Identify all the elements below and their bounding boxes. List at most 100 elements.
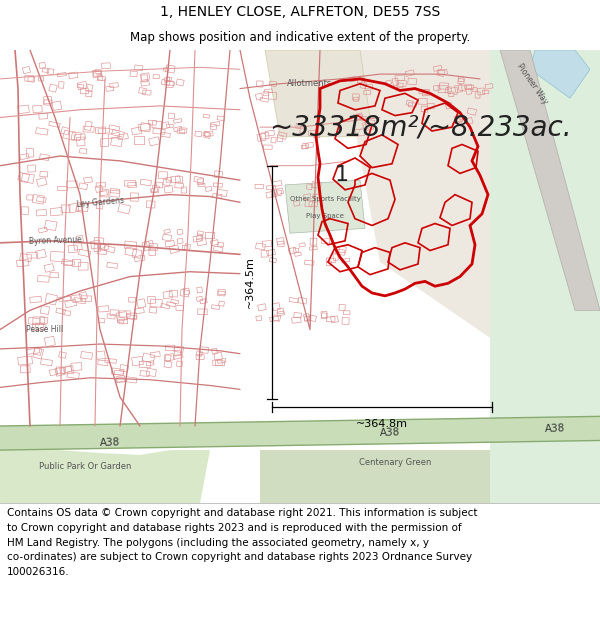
Bar (269, 258, 277, 263)
Bar (212, 348, 217, 354)
Text: Play Space: Play Space (306, 213, 344, 219)
Bar (218, 301, 224, 306)
Bar (26, 348, 40, 354)
Bar (40, 154, 49, 161)
Bar (217, 242, 224, 247)
Bar (65, 366, 73, 374)
Bar (256, 316, 262, 321)
Bar (21, 173, 34, 183)
Bar (304, 314, 310, 321)
Bar (80, 89, 88, 94)
Bar (176, 79, 184, 86)
Bar (126, 377, 137, 383)
Bar (214, 171, 223, 178)
Bar (20, 154, 29, 160)
Bar (74, 298, 86, 304)
Bar (83, 177, 92, 183)
Bar (271, 138, 276, 143)
Bar (32, 323, 44, 331)
Bar (196, 354, 204, 359)
Bar (272, 181, 282, 187)
Text: Allotments: Allotments (287, 79, 332, 88)
Bar (427, 104, 434, 109)
Bar (193, 236, 203, 242)
Bar (28, 77, 35, 82)
Polygon shape (490, 50, 600, 503)
Bar (255, 184, 263, 189)
Bar (175, 176, 182, 183)
Bar (42, 69, 49, 72)
Bar (85, 84, 93, 92)
Bar (35, 249, 46, 259)
Bar (38, 276, 49, 282)
Text: 1: 1 (335, 166, 349, 186)
Text: Other Sports Facility: Other Sports Facility (290, 196, 361, 202)
Bar (194, 176, 204, 183)
Bar (44, 264, 54, 272)
Bar (288, 247, 296, 254)
Bar (211, 305, 220, 309)
Bar (305, 260, 314, 266)
Bar (140, 179, 151, 186)
Bar (18, 173, 29, 182)
Bar (197, 287, 202, 293)
Bar (352, 94, 359, 100)
Bar (79, 292, 88, 299)
Bar (72, 259, 80, 267)
Bar (166, 177, 172, 182)
Bar (277, 311, 284, 316)
Bar (27, 195, 33, 200)
Bar (344, 311, 350, 315)
Bar (182, 245, 188, 250)
Bar (196, 238, 206, 246)
Bar (97, 244, 105, 249)
Bar (110, 190, 120, 198)
Text: ~33318m²/~8.233ac.: ~33318m²/~8.233ac. (269, 113, 571, 141)
Bar (44, 100, 52, 105)
Bar (171, 176, 181, 182)
Bar (203, 114, 209, 118)
Bar (77, 81, 88, 90)
Bar (140, 371, 149, 376)
Bar (342, 318, 349, 324)
Bar (98, 360, 108, 366)
Bar (166, 345, 175, 351)
Bar (108, 132, 120, 139)
Bar (71, 294, 82, 302)
Polygon shape (265, 50, 370, 137)
Bar (37, 177, 47, 186)
Bar (33, 348, 44, 359)
Bar (100, 189, 109, 197)
Bar (142, 241, 151, 251)
Bar (198, 183, 205, 187)
Bar (130, 193, 139, 201)
Bar (217, 189, 227, 197)
Bar (146, 361, 154, 366)
Bar (131, 127, 142, 135)
Bar (366, 123, 374, 130)
Bar (266, 249, 275, 256)
Bar (203, 132, 209, 137)
Bar (433, 85, 440, 91)
Bar (74, 134, 86, 140)
Bar (165, 241, 175, 247)
Bar (28, 165, 36, 172)
Bar (139, 88, 146, 94)
Bar (96, 351, 106, 359)
Bar (39, 62, 46, 69)
Bar (214, 246, 223, 252)
Bar (212, 360, 222, 366)
Bar (59, 82, 64, 88)
Bar (165, 354, 175, 361)
Bar (210, 124, 217, 130)
Bar (275, 190, 282, 196)
Bar (211, 239, 218, 246)
Bar (76, 202, 89, 212)
Text: ~364.5m: ~364.5m (245, 256, 255, 308)
Bar (277, 238, 284, 244)
Bar (164, 68, 169, 71)
Bar (124, 181, 136, 186)
Bar (71, 362, 82, 371)
Bar (260, 98, 269, 102)
Bar (212, 194, 222, 198)
